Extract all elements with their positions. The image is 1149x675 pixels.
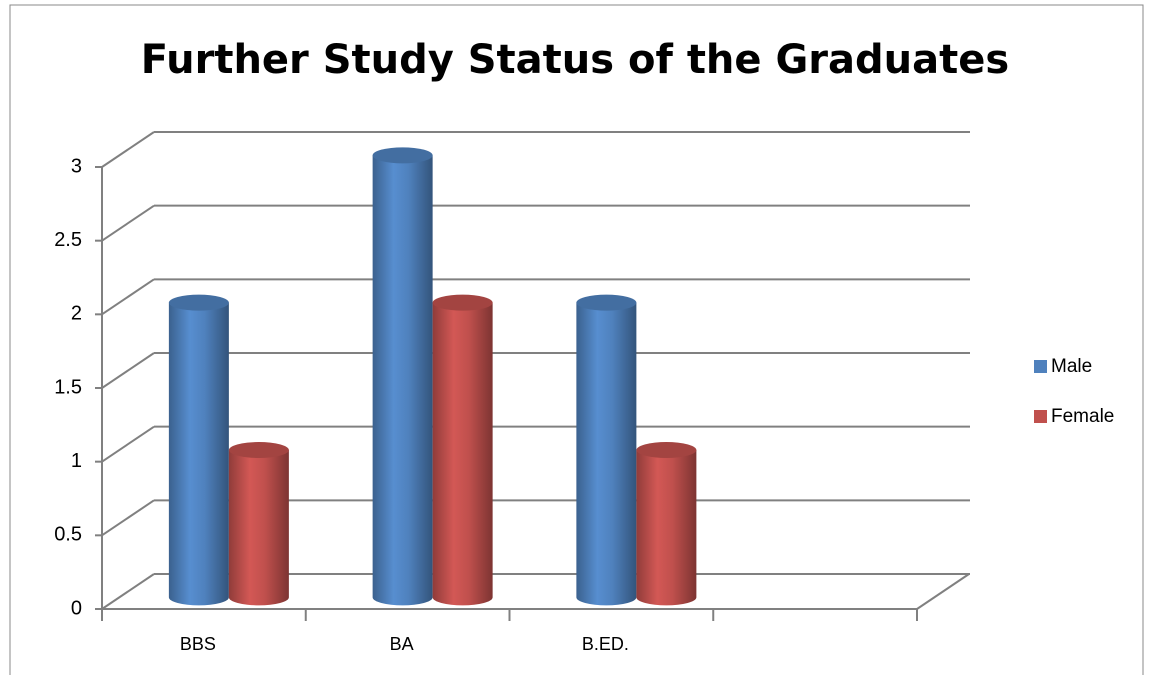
grid-line	[101, 425, 155, 463]
bar-top	[168, 294, 229, 311]
chart-border	[9, 4, 1144, 675]
grid-line	[101, 499, 155, 537]
y-tick-label: 0.5	[54, 524, 82, 546]
grid-line	[101, 352, 155, 389]
y-tick-label: 1	[71, 450, 82, 472]
bar-top	[372, 147, 433, 164]
y-tick-label: 2	[71, 303, 82, 325]
x-tick-label: B.ED.	[582, 634, 629, 654]
bar-top	[228, 442, 289, 458]
bar	[576, 302, 637, 606]
y-tick-label: 2.5	[54, 229, 82, 251]
grid-line	[101, 204, 155, 242]
bar-top	[636, 442, 697, 458]
x-tick-label: BA	[390, 634, 414, 654]
bar-top	[432, 294, 493, 311]
floor-edge	[916, 573, 970, 610]
grid-line	[101, 278, 155, 316]
chart-title: Further Study Status of the Graduates	[141, 37, 1009, 83]
grid-line	[101, 573, 155, 610]
grid-line	[101, 131, 155, 168]
y-tick-label: 3	[71, 155, 82, 177]
x-tick-label: BBS	[180, 634, 216, 654]
y-tick-label: 0	[71, 597, 82, 619]
bar	[636, 450, 697, 606]
bar	[168, 302, 229, 606]
y-tick-label: 1.5	[54, 376, 82, 398]
bar	[372, 155, 433, 606]
legend-label: Male	[1051, 356, 1092, 377]
legend-swatch	[1034, 410, 1047, 423]
legend-swatch	[1034, 360, 1047, 373]
bar	[228, 450, 289, 606]
bar	[432, 302, 493, 606]
bar-top	[576, 294, 637, 311]
legend-label: Female	[1051, 406, 1114, 427]
